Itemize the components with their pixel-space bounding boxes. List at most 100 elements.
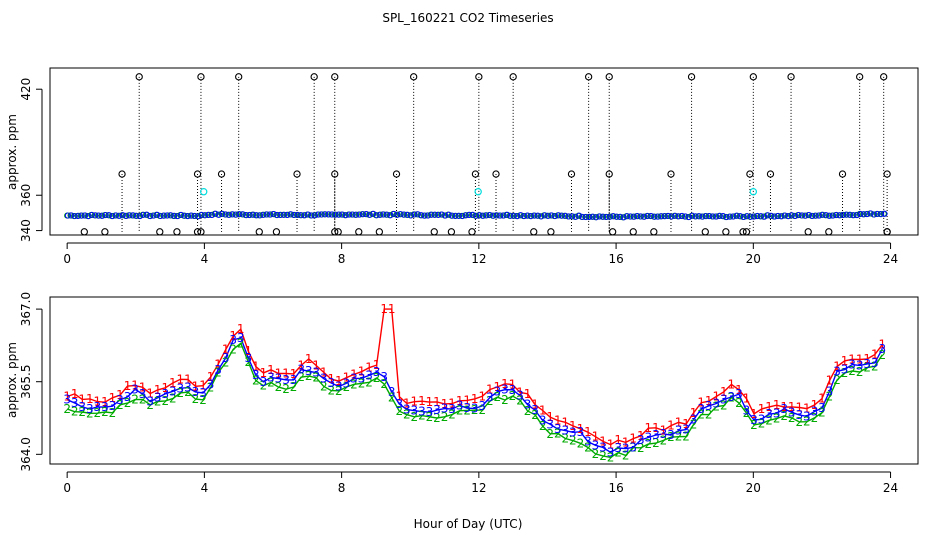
series-2-marker: 2 <box>720 399 728 413</box>
series-2-marker: 2 <box>161 394 169 408</box>
series-1-marker: 1 <box>629 432 637 446</box>
series-2-marker: 2 <box>456 404 464 418</box>
series-3-marker: 3 <box>501 383 509 397</box>
baseline-blue-point <box>164 212 171 219</box>
baseline-blue-point <box>713 213 720 220</box>
top-x-tick-label: 12 <box>471 252 486 266</box>
series-3-marker: 3 <box>577 425 585 439</box>
series-1-marker: 1 <box>184 373 192 387</box>
baseline-blue-point <box>606 213 614 220</box>
outlier-point <box>787 73 795 81</box>
baseline-blue-point <box>562 212 569 219</box>
series-1-marker: 1 <box>252 359 260 373</box>
outlier-point <box>475 73 483 81</box>
series-1-marker: 1 <box>237 322 245 336</box>
series-1-marker: 1 <box>305 352 313 366</box>
baseline-blue-point <box>881 210 888 217</box>
series-1-marker: 1 <box>282 367 290 381</box>
baseline-blue-point <box>617 213 624 220</box>
baseline-blue-point <box>744 213 751 220</box>
baseline-blue-point <box>205 211 212 218</box>
outlier-point <box>217 170 226 178</box>
outlier-point <box>605 170 613 178</box>
series-2-marker: 2 <box>780 409 788 423</box>
baseline-blue-point <box>198 211 205 219</box>
series-2-marker: 2 <box>418 409 426 423</box>
baseline-blue-point <box>270 211 277 218</box>
series-3-marker: 3 <box>214 363 222 377</box>
series-2-marker: 2 <box>177 386 185 400</box>
baseline-blue-point <box>843 211 850 218</box>
baseline-blue-point <box>356 211 363 218</box>
series-2-marker: 2 <box>199 393 207 407</box>
baseline-blue-point <box>757 213 765 220</box>
series-1-marker: 1 <box>811 398 819 412</box>
outlier-point <box>530 228 538 236</box>
series-1-marker: 1 <box>358 365 366 379</box>
series-3-marker: 3 <box>426 405 434 419</box>
series-3-marker: 3 <box>388 385 396 399</box>
baseline-blue-point <box>373 212 380 219</box>
baseline-blue-point <box>401 211 408 218</box>
series-3-marker: 3 <box>652 428 660 442</box>
series-2-marker: 2 <box>682 430 690 444</box>
outlier-point <box>667 170 675 178</box>
x-axis-label: Hour of Day (UTC) <box>414 517 523 531</box>
baseline-blue-point <box>335 211 343 218</box>
baseline-blue-point <box>507 212 514 219</box>
bottom-x-tick-label: 20 <box>746 481 761 495</box>
baseline-blue-point <box>589 213 596 220</box>
series-3-marker: 3 <box>720 392 728 406</box>
baseline-blue-point <box>582 213 590 221</box>
series-3-marker: 3 <box>260 375 268 389</box>
series-2-marker: 2 <box>878 348 886 362</box>
series-3-marker: 3 <box>516 388 524 402</box>
baseline-blue-point <box>109 212 116 220</box>
baseline-blue-point <box>603 213 610 221</box>
baseline-blue-point <box>528 212 535 220</box>
baseline-blue-point <box>857 210 864 218</box>
series-1-marker: 1 <box>199 379 207 393</box>
baseline-blue-point <box>723 213 730 221</box>
series-3-marker: 3 <box>743 404 751 418</box>
baseline-blue-point <box>654 213 662 220</box>
top-x-tick-label: 0 <box>63 252 71 266</box>
baseline-blue-point <box>184 212 192 220</box>
baseline-blue-point <box>771 213 778 220</box>
baseline-blue-point <box>768 212 775 219</box>
series-3-marker: 3 <box>418 405 426 419</box>
series-2-marker: 2 <box>629 441 637 455</box>
baseline-blue-point <box>727 213 734 220</box>
series-2-marker: 2 <box>373 371 381 385</box>
series-1-marker: 1 <box>101 395 109 409</box>
baseline-blue-point <box>116 212 123 219</box>
series-3-marker: 3 <box>463 401 471 415</box>
outlier-point <box>547 228 555 236</box>
baseline-blue-point <box>140 211 147 218</box>
series-2-marker: 2 <box>116 398 124 412</box>
series-2-marker: 2 <box>320 380 328 394</box>
series-2-marker: 2 <box>833 373 841 387</box>
bottom-x-tick-label: 8 <box>338 481 346 495</box>
outlier-point <box>609 228 617 236</box>
baseline-blue-point <box>82 212 89 219</box>
outlier-point <box>856 73 864 81</box>
series-1-marker: 1 <box>856 353 864 367</box>
baseline-blue-point <box>840 211 847 219</box>
series-1-marker: 1 <box>177 372 185 386</box>
series-1-marker: 1 <box>637 429 645 443</box>
series-2-marker: 2 <box>275 380 283 394</box>
series-2-marker: 2 <box>395 404 403 418</box>
baseline-blue-point <box>229 211 236 218</box>
series-3-marker: 3 <box>765 407 773 421</box>
series-3-marker: 3 <box>109 399 117 413</box>
series-3-line <box>66 337 883 454</box>
outlier-point <box>447 228 456 236</box>
outlier-point <box>235 73 243 81</box>
series-3-marker: 3 <box>735 387 743 401</box>
series-3-marker: 3 <box>207 377 215 391</box>
baseline-blue-point <box>445 211 452 218</box>
series-3-marker: 3 <box>878 342 886 356</box>
series-3-marker: 3 <box>131 382 139 396</box>
baseline-blue-point <box>191 212 198 220</box>
